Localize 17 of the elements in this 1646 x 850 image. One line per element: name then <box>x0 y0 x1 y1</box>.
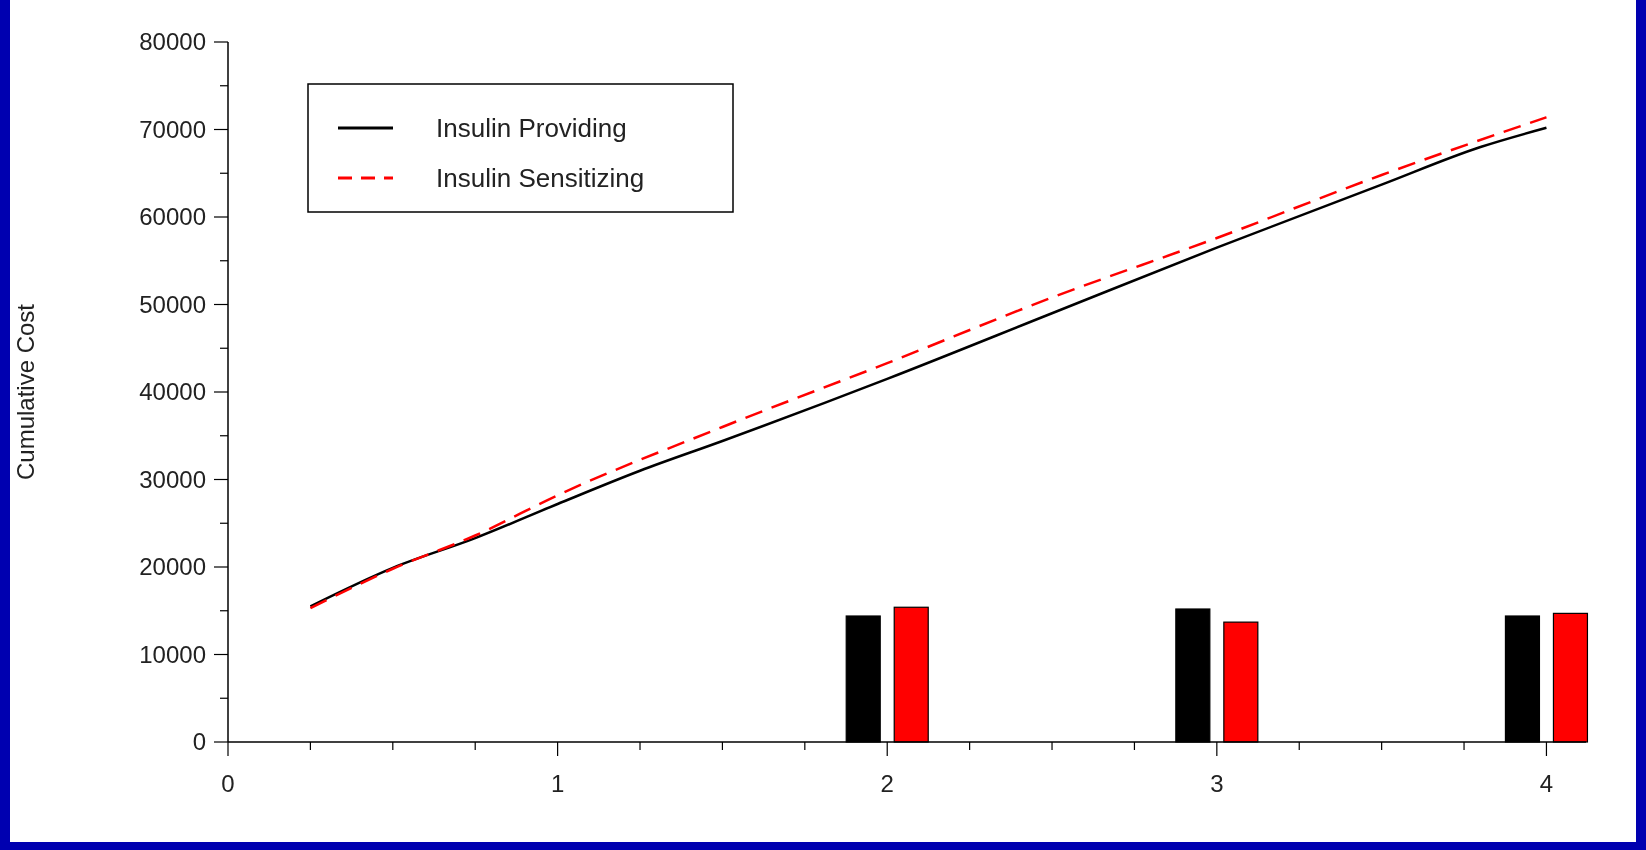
y-axis-title: Cumulative Cost <box>12 303 39 481</box>
y-tick-label: 10000 <box>139 640 206 668</box>
y-tick-label: 80000 <box>139 28 206 56</box>
y-tick-label: 40000 <box>139 378 206 406</box>
x-tick-label: 3 <box>1210 770 1224 797</box>
x-tick-label: 4 <box>1539 770 1554 797</box>
y-tick-label: 30000 <box>139 465 206 493</box>
x-tick-label: 0 <box>221 770 235 797</box>
legend-label: Insulin Sensitizing <box>436 163 645 194</box>
y-tick-label: 50000 <box>139 290 206 318</box>
y-tick-label: 20000 <box>139 553 206 581</box>
y-tick-label: 0 <box>192 728 206 756</box>
y-tick-label: 60000 <box>139 203 206 231</box>
y-tick-label: 70000 <box>139 115 206 143</box>
legend-label: Insulin Providing <box>436 113 627 144</box>
x-tick-label: 1 <box>550 770 565 797</box>
x-tick-label: 2 <box>880 770 894 797</box>
